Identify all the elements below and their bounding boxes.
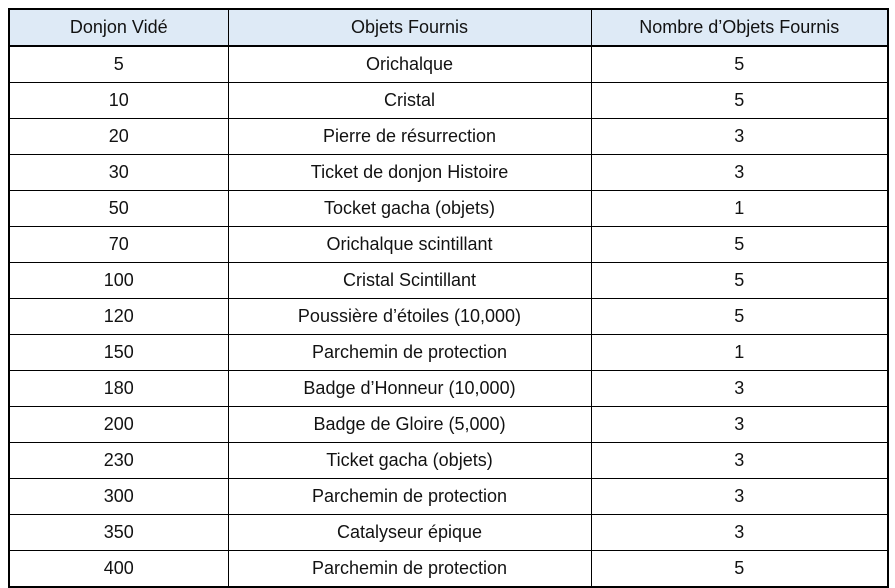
table-row: 20 Pierre de résurrection 3	[8, 118, 889, 155]
table-row: 100 Cristal Scintillant 5	[8, 262, 889, 299]
table-row: 5 Orichalque 5	[8, 45, 889, 83]
item-name-cell: Badge d’Honneur (10,000)	[227, 370, 592, 407]
item-name-cell: Tocket gacha (objets)	[227, 190, 592, 227]
dungeon-count-cell: 20	[8, 118, 229, 155]
item-quantity-cell: 5	[590, 550, 889, 588]
dungeon-count-cell: 350	[8, 514, 229, 551]
item-name-cell: Pierre de résurrection	[227, 118, 592, 155]
item-quantity-cell: 1	[590, 190, 889, 227]
item-quantity-cell: 3	[590, 442, 889, 479]
table-row: 70 Orichalque scintillant 5	[8, 226, 889, 263]
dungeon-count-cell: 10	[8, 82, 229, 119]
item-name-cell: Poussière d’étoiles (10,000)	[227, 298, 592, 335]
table-row: 10 Cristal 5	[8, 82, 889, 119]
item-name-cell: Ticket de donjon Histoire	[227, 154, 592, 191]
dungeon-count-cell: 150	[8, 334, 229, 371]
item-quantity-cell: 5	[590, 262, 889, 299]
item-name-cell: Parchemin de protection	[227, 334, 592, 371]
item-name-cell: Parchemin de protection	[227, 550, 592, 588]
dungeon-count-cell: 120	[8, 298, 229, 335]
dungeon-rewards-table: Donjon Vidé Objets Fournis Nombre d’Objets…	[8, 8, 889, 588]
item-quantity-cell: 5	[590, 298, 889, 335]
table-row: 120 Poussière d’étoiles (10,000) 5	[8, 298, 889, 335]
table-row: 350 Catalyseur épique 3	[8, 514, 889, 551]
item-quantity-cell: 1	[590, 334, 889, 371]
table-row: 180 Badge d’Honneur (10,000) 3	[8, 370, 889, 407]
column-header: Donjon Vidé	[8, 8, 229, 47]
item-name-cell: Parchemin de protection	[227, 478, 592, 515]
table-row: 50 Tocket gacha (objets) 1	[8, 190, 889, 227]
table-row: 230 Ticket gacha (objets) 3	[8, 442, 889, 479]
dungeon-count-cell: 180	[8, 370, 229, 407]
table-row: 400 Parchemin de protection 5	[8, 550, 889, 588]
table-row: 200 Badge de Gloire (5,000) 3	[8, 406, 889, 443]
item-quantity-cell: 3	[590, 478, 889, 515]
dungeon-count-cell: 230	[8, 442, 229, 479]
item-name-cell: Cristal	[227, 82, 592, 119]
item-quantity-cell: 3	[590, 406, 889, 443]
item-name-cell: Badge de Gloire (5,000)	[227, 406, 592, 443]
item-quantity-cell: 3	[590, 370, 889, 407]
item-quantity-cell: 5	[590, 45, 889, 83]
item-quantity-cell: 5	[590, 226, 889, 263]
item-quantity-cell: 5	[590, 82, 889, 119]
dungeon-count-cell: 50	[8, 190, 229, 227]
item-name-cell: Cristal Scintillant	[227, 262, 592, 299]
item-quantity-cell: 3	[590, 118, 889, 155]
table-row: 30 Ticket de donjon Histoire 3	[8, 154, 889, 191]
item-quantity-cell: 3	[590, 154, 889, 191]
dungeon-count-cell: 400	[8, 550, 229, 588]
dungeon-count-cell: 5	[8, 45, 229, 83]
item-name-cell: Orichalque	[227, 45, 592, 83]
table-row: 150 Parchemin de protection 1	[8, 334, 889, 371]
dungeon-count-cell: 30	[8, 154, 229, 191]
dungeon-count-cell: 300	[8, 478, 229, 515]
item-quantity-cell: 3	[590, 514, 889, 551]
item-name-cell: Catalyseur épique	[227, 514, 592, 551]
dungeon-count-cell: 70	[8, 226, 229, 263]
item-name-cell: Ticket gacha (objets)	[227, 442, 592, 479]
column-header: Nombre d’Objets Fournis	[590, 8, 889, 47]
dungeon-count-cell: 200	[8, 406, 229, 443]
item-name-cell: Orichalque scintillant	[227, 226, 592, 263]
column-header: Objets Fournis	[227, 8, 592, 47]
table-row: 300 Parchemin de protection 3	[8, 478, 889, 515]
header-row: Donjon Vidé Objets Fournis Nombre d’Objets…	[8, 8, 889, 47]
dungeon-count-cell: 100	[8, 262, 229, 299]
